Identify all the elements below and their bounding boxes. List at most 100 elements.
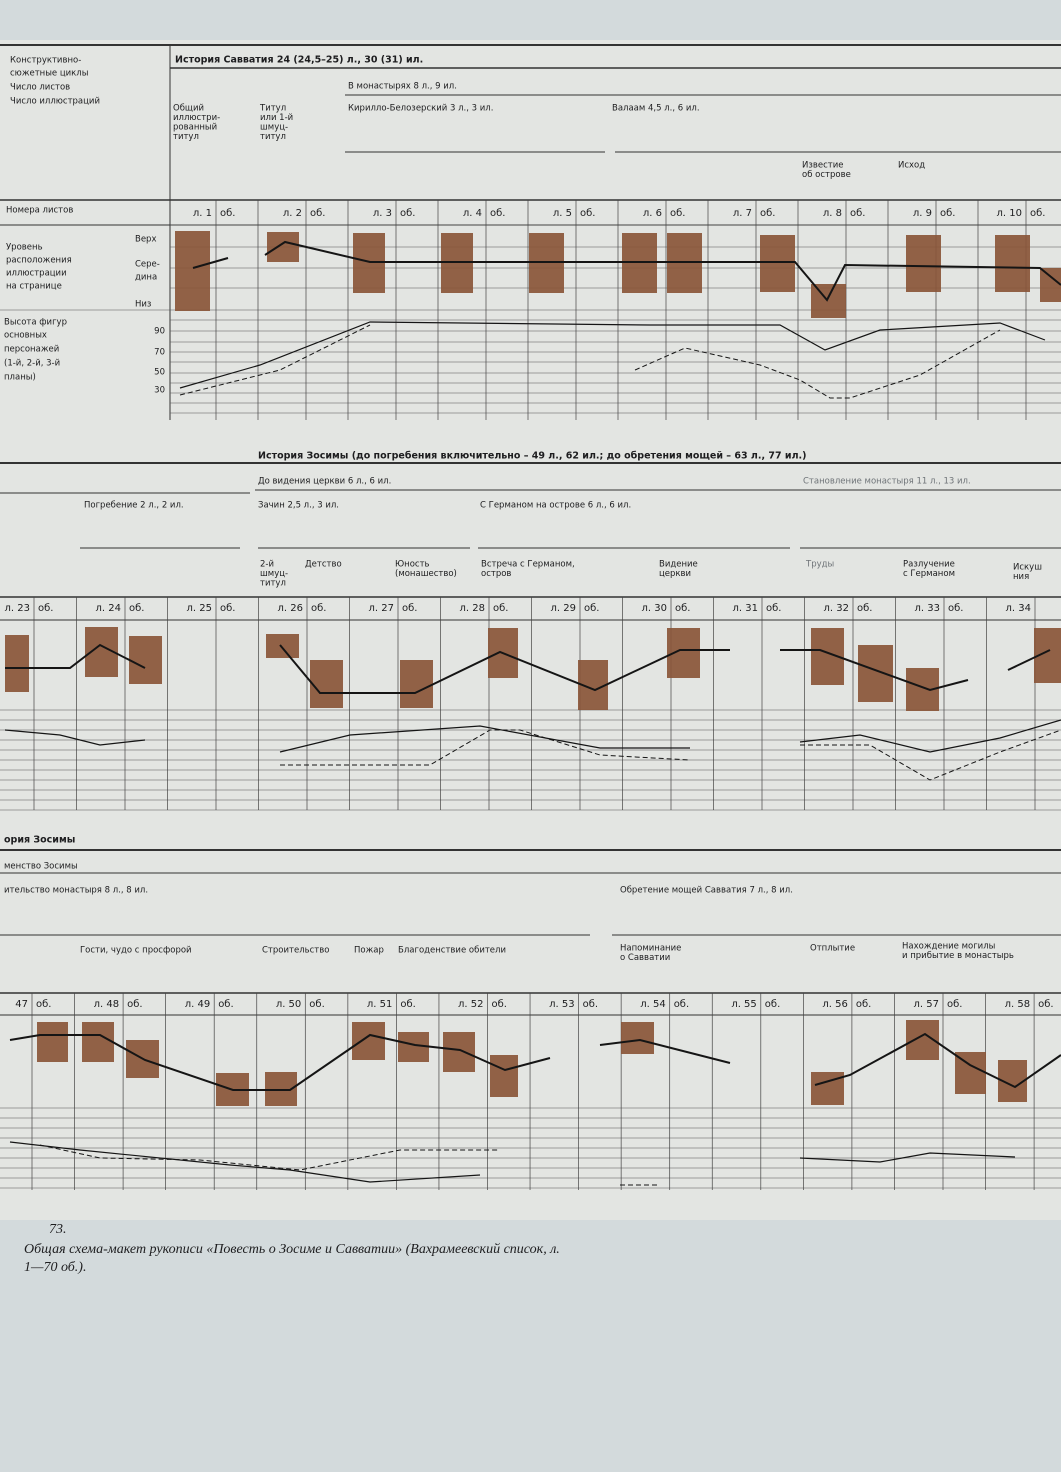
illustration-block	[490, 1055, 518, 1097]
label: Число иллюстраций	[10, 97, 100, 107]
leaf-verso: об.	[400, 999, 415, 1010]
leaf-number: л. 29	[551, 603, 576, 614]
label: 73.	[49, 1222, 67, 1237]
label: Конструктивно-	[10, 56, 81, 66]
sheet	[0, 40, 1061, 1220]
annotation: Искуш	[1013, 563, 1042, 573]
annotation: шмуц-	[260, 569, 288, 579]
label: История Зосимы (до погребения включитель…	[258, 451, 806, 462]
illustration-block	[352, 1022, 385, 1060]
label: сюжетные циклы	[10, 69, 88, 79]
leaf-verso: об.	[1038, 999, 1053, 1010]
annotation: Труды	[805, 560, 834, 570]
label: дина	[135, 273, 157, 283]
illustration-block	[858, 645, 893, 702]
annotation: ния	[1013, 572, 1029, 582]
label: Обретение мощей Савватия 7 л., 8 ил.	[620, 886, 793, 896]
leaf-number: л. 56	[822, 999, 847, 1010]
annotation: Гости, чудо с просфорой	[80, 946, 192, 956]
annotation: 2-й	[260, 560, 274, 570]
annotation: Напоминание	[620, 944, 681, 954]
leaf-verso: об.	[309, 999, 324, 1010]
label: иллюстрации	[6, 269, 67, 279]
leaf-number: л. 9	[913, 208, 932, 219]
annotation: Строительство	[262, 946, 329, 956]
leaf-verso: об.	[311, 603, 326, 614]
leaf-number: л. 7	[733, 208, 752, 219]
annotation: Юность	[395, 560, 430, 570]
leaf-verso: об.	[220, 603, 235, 614]
label: 30	[154, 386, 165, 396]
annotation: титул	[260, 132, 286, 142]
annotation: или 1-й	[260, 113, 293, 123]
trace	[279, 644, 730, 694]
leaf-verso: об.	[670, 208, 685, 219]
trace	[179, 324, 371, 396]
annotation: рованный	[173, 123, 217, 133]
illustration-block	[400, 660, 433, 708]
leaf-verso: об.	[583, 999, 598, 1010]
leaf-number: л. 2	[283, 208, 302, 219]
label: основных	[4, 331, 47, 341]
leaf-verso: об.	[580, 208, 595, 219]
leaf-verso: об.	[218, 999, 233, 1010]
annotation: иллюстри-	[173, 113, 220, 123]
label: Валаам 4,5 л., 6 ил.	[612, 104, 700, 114]
leaf-number: л. 57	[914, 999, 939, 1010]
label: Номера листов	[6, 206, 73, 216]
illustration-block	[37, 1022, 68, 1062]
label: 90	[154, 327, 165, 337]
annotation: Разлучение	[903, 560, 955, 570]
label: ительство монастыря 8 л., 8 ил.	[4, 886, 148, 896]
label: Погребение 2 л., 2 ил.	[84, 501, 184, 511]
annotation: титул	[173, 132, 199, 142]
leaf-number: л. 48	[94, 999, 119, 1010]
leaf-number: л. 33	[915, 603, 940, 614]
illustration-block	[621, 1022, 654, 1054]
illustration-block	[1040, 268, 1061, 302]
annotation: остров	[481, 569, 511, 579]
annotation: Титул	[259, 104, 286, 114]
illustration-block	[266, 634, 299, 658]
leaf-number: л. 52	[458, 999, 483, 1010]
trace	[799, 719, 1061, 753]
leaf-number: л. 6	[643, 208, 662, 219]
leaf-verso: об.	[765, 999, 780, 1010]
label: В монастырях 8 л., 9 ил.	[348, 82, 457, 92]
leaf-number: л. 23	[5, 603, 30, 614]
annotation: титул	[260, 579, 286, 589]
leaf-verso: об.	[766, 603, 781, 614]
leaf-verso: об.	[492, 999, 507, 1010]
annotation: Пожар	[354, 946, 384, 956]
leaf-number: 47	[15, 999, 28, 1010]
leaf-number: л. 30	[642, 603, 667, 614]
annotation: Детство	[305, 560, 342, 570]
annotation: и прибытие в монастырь	[902, 951, 1014, 961]
annotation: об острове	[802, 170, 851, 180]
leaf-number: л. 55	[731, 999, 756, 1010]
trace	[800, 729, 1061, 781]
leaf-number: л. 53	[549, 999, 574, 1010]
leaf-verso: об.	[675, 603, 690, 614]
illustration-block	[995, 235, 1030, 292]
leaf-number: л. 8	[823, 208, 842, 219]
trace	[9, 1141, 481, 1183]
label: Зачин 2,5 л., 3 ил.	[258, 501, 339, 511]
illustration-block	[267, 232, 299, 262]
label: Верх	[135, 235, 157, 245]
leaf-number: л. 27	[369, 603, 394, 614]
annotation: шмуц-	[260, 123, 288, 133]
leaf-number: л. 28	[460, 603, 485, 614]
trace	[192, 257, 229, 269]
trace	[599, 1038, 731, 1064]
trace	[280, 729, 691, 766]
leaf-verso: об.	[493, 603, 508, 614]
leaf-verso: об.	[1030, 208, 1045, 219]
leaf-number: л. 10	[997, 208, 1022, 219]
annotation: с Германом	[903, 569, 955, 579]
trace	[179, 321, 1046, 389]
label: ория Зосимы	[4, 835, 75, 846]
leaf-verso: об.	[38, 603, 53, 614]
leaf-verso: об.	[400, 208, 415, 219]
label: Высота фигур	[4, 318, 67, 328]
